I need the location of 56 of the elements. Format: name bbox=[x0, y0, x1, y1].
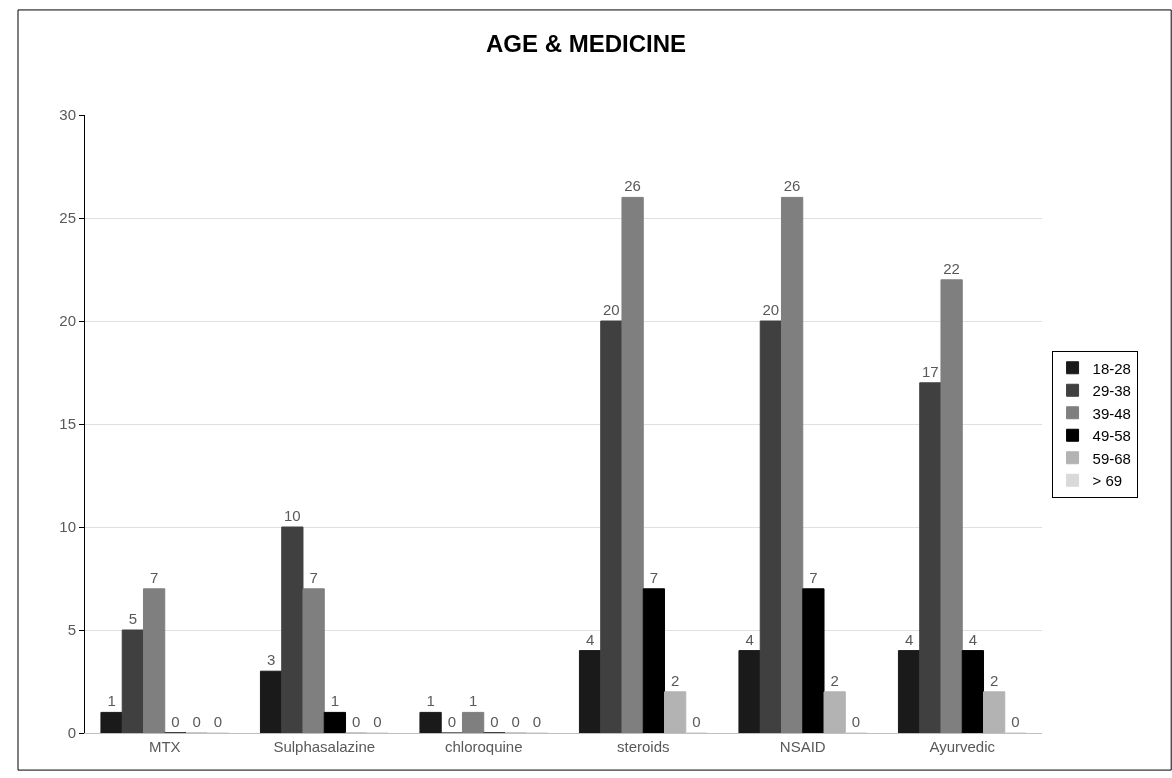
y-tick-label: 25 bbox=[59, 209, 76, 227]
y-tick-label: 20 bbox=[59, 312, 76, 330]
data-label: 2 bbox=[989, 671, 999, 689]
data-label: 1 bbox=[468, 692, 478, 710]
data-label: 22 bbox=[943, 259, 960, 277]
legend-label: > 69 bbox=[1092, 472, 1123, 490]
x-tick-label: chloroquine bbox=[444, 738, 523, 755]
legend-label: 59-68 bbox=[1092, 449, 1131, 467]
data-label: 4 bbox=[968, 630, 978, 648]
data-label: 0 bbox=[192, 713, 201, 730]
data-label: 7 bbox=[649, 568, 659, 586]
data-label: 0 bbox=[351, 713, 361, 730]
data-label: 4 bbox=[585, 630, 595, 648]
data-label: 20 bbox=[762, 301, 780, 318]
y-tick-label: 5 bbox=[67, 621, 76, 639]
data-label: 0 bbox=[490, 713, 499, 730]
x-tick-label: NSAID bbox=[779, 738, 826, 755]
data-label: 0 bbox=[213, 713, 223, 730]
data-label: 0 bbox=[851, 713, 861, 730]
data-label: 26 bbox=[783, 177, 801, 195]
data-label: 2 bbox=[670, 671, 680, 689]
data-label: 3 bbox=[266, 651, 276, 669]
legend-label: 49-58 bbox=[1092, 427, 1131, 445]
data-label: 1 bbox=[107, 692, 116, 710]
data-label: 0 bbox=[447, 713, 457, 730]
data-label: 5 bbox=[128, 610, 138, 627]
data-label: 0 bbox=[532, 713, 542, 730]
legend-label: 39-48 bbox=[1092, 404, 1131, 422]
data-label: 4 bbox=[904, 630, 914, 648]
data-label: 7 bbox=[809, 568, 818, 586]
y-tick-label: 10 bbox=[59, 518, 76, 536]
data-label: 0 bbox=[511, 713, 520, 730]
y-tick-label: 15 bbox=[59, 415, 76, 433]
data-label: 0 bbox=[171, 713, 180, 730]
data-label: 4 bbox=[745, 630, 754, 648]
legend-label: 18-28 bbox=[1092, 359, 1131, 377]
data-label: 17 bbox=[922, 362, 939, 380]
x-tick-label: Ayurvedic bbox=[929, 738, 996, 755]
legend-label: 29-38 bbox=[1092, 382, 1131, 400]
x-tick-label: steroids bbox=[616, 738, 670, 755]
data-label: 26 bbox=[624, 177, 641, 195]
data-label: 1 bbox=[330, 692, 340, 710]
data-label: 1 bbox=[426, 692, 435, 710]
data-label: 0 bbox=[1011, 713, 1020, 730]
data-label: 20 bbox=[603, 301, 620, 318]
data-label: 0 bbox=[692, 713, 701, 730]
chart-title: AGE & MEDICINE bbox=[485, 29, 687, 57]
y-tick-label: 30 bbox=[59, 106, 76, 124]
data-label: 7 bbox=[309, 568, 318, 586]
y-tick-label: 0 bbox=[67, 724, 76, 742]
data-label: 7 bbox=[149, 568, 159, 586]
data-label: 2 bbox=[830, 671, 839, 689]
x-tick-label: MTX bbox=[148, 738, 181, 755]
x-tick-label: Sulphasalazine bbox=[273, 738, 376, 755]
data-label: 0 bbox=[373, 713, 382, 730]
data-label: 10 bbox=[284, 507, 301, 524]
